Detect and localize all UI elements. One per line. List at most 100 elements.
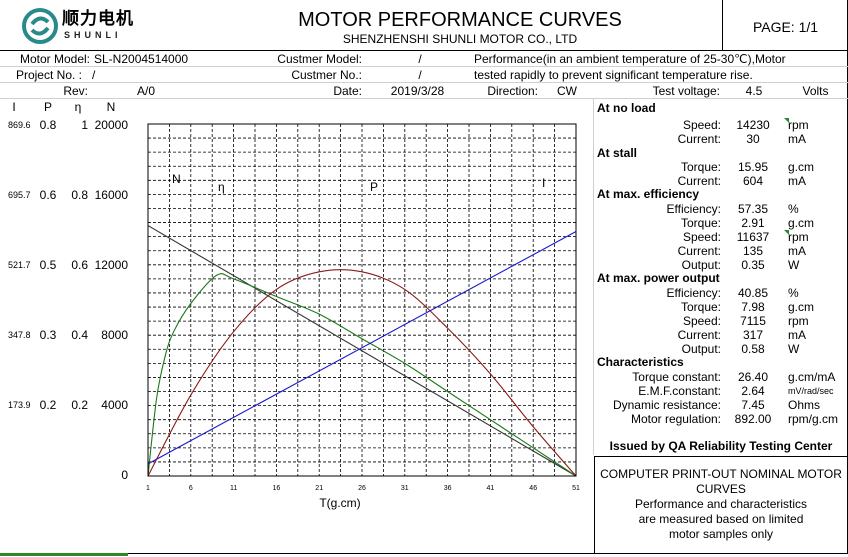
info-row-divider-3	[0, 98, 848, 99]
x-tick-label: 26	[358, 485, 366, 492]
info-row-divider-1	[0, 66, 848, 67]
shunli-logo-icon	[22, 8, 58, 44]
note-box: COMPUTER PRINT-OUT NOMINAL MOTOR CURVES …	[594, 456, 848, 554]
x-tick-label: 51	[572, 485, 580, 492]
max-eff-speed-label: Speed:	[682, 230, 721, 244]
emf-constant-label: E.M.F.constant:	[638, 384, 721, 398]
axis-N-value: 8000	[101, 328, 128, 342]
x-tick-label: 46	[529, 485, 537, 492]
axis-I-value: 869.6	[8, 120, 31, 130]
max-power-current-label: Current:	[677, 328, 721, 342]
direction-label: Direction:	[487, 84, 538, 98]
max-eff-torque-value: 2.91	[741, 216, 765, 230]
x-tick-label: 21	[315, 485, 323, 492]
max-power-output-value: 0.58	[741, 342, 765, 356]
max-eff-output-value: 0.35	[741, 258, 765, 272]
dynamic-resistance-value: 7.45	[741, 398, 765, 412]
volts-unit: Volts	[802, 84, 829, 98]
date-value: 2019/3/28	[390, 84, 445, 98]
max-power-output-unit: W	[788, 342, 800, 356]
max-eff-speed-value: 11637	[736, 230, 770, 244]
axis-header-P: P	[43, 100, 52, 114]
stall-current-unit: mA	[788, 174, 806, 188]
dynamic-resistance-unit: Ohms	[788, 398, 821, 412]
axis-I-value: 173.9	[8, 400, 31, 410]
x-tick-label: 11	[230, 485, 237, 492]
max-power-torque-unit: g.cm	[788, 300, 815, 314]
test-voltage-label: Test voltage:	[652, 84, 720, 98]
cell-comment-marker	[784, 118, 789, 123]
test-voltage-value: 4.5	[745, 84, 763, 98]
logo-en-text: SHUNLI	[64, 30, 122, 40]
axis-I-value: 695.7	[8, 190, 31, 200]
axis-N-value: 16000	[94, 188, 128, 202]
logo-cn-text: 顺力电机	[62, 9, 134, 28]
chart-grid	[148, 124, 576, 476]
cell-comment-marker	[784, 230, 789, 235]
axis-P-value: 0.5	[39, 258, 57, 272]
axis-N-value: 4000	[101, 398, 128, 412]
max-eff-eff-value: 57.35	[737, 202, 769, 216]
max-power-torque-label: Torque:	[680, 300, 721, 314]
max-eff-torque-label: Torque:	[680, 216, 721, 230]
page-box: PAGE: 1/1	[722, 0, 848, 51]
axis-eta-value: 0.4	[71, 328, 88, 342]
max-power-current-value: 317	[742, 328, 764, 342]
rev-value: A/0	[136, 84, 155, 98]
x-tick-label: 1	[146, 485, 150, 492]
max-eff-current-value: 135	[742, 244, 764, 258]
max-power-eff-value: 40.85	[737, 286, 769, 300]
axis-N-value: 20000	[94, 118, 128, 132]
max-eff-eff-unit: %	[788, 202, 799, 216]
axis-eta-value: 0.2	[71, 398, 88, 412]
current-curve	[147, 231, 577, 465]
cell-selection	[0, 553, 128, 556]
page-title: MOTOR PERFORMANCE CURVES	[298, 9, 622, 31]
max-power-eff-label: Efficiency:	[666, 286, 721, 300]
project-label: Project No. :	[15, 68, 82, 82]
stall-torque-value: 15.95	[737, 160, 769, 174]
note-line-4: are measured based on limited	[638, 512, 804, 526]
customer-no-label: Custmer No.:	[291, 68, 362, 82]
note-line-3: Performance and characteristics	[634, 497, 808, 511]
axis-N-value: 12000	[94, 258, 128, 272]
max-eff-output-unit: W	[788, 258, 800, 272]
performance-note-line1: Performance(in an ambient temperature of…	[474, 52, 786, 66]
stall-current-value: 604	[742, 174, 764, 188]
no-load-current-value: 30	[746, 132, 760, 146]
motor-model-value: SL-N2004514000	[94, 52, 189, 66]
max-power-speed-unit: rpm	[788, 314, 809, 328]
max-power-output-label: Output:	[681, 342, 721, 356]
torque-constant-value: 26.40	[737, 370, 769, 384]
characteristics-title: Characteristics	[597, 355, 684, 369]
axis-P-value: 0.8	[39, 118, 57, 132]
axis-eta-value: 0.6	[71, 258, 88, 272]
customer-model-value: /	[418, 52, 422, 66]
axis-header-N: N	[106, 100, 116, 114]
performance-note-line2: tested rapidly to prevent significant te…	[474, 68, 753, 82]
max-eff-current-label: Current:	[677, 244, 721, 258]
curve-label-P: P	[370, 180, 379, 194]
axis-eta-value: 1	[81, 118, 88, 132]
max-power-current-unit: mA	[788, 328, 806, 342]
emf-constant-value: 2.64	[741, 384, 765, 398]
motor-regulation-value: 892.00	[734, 412, 772, 426]
axis-P-value: 0.6	[39, 188, 57, 202]
axis-eta-value: 0.8	[71, 188, 88, 202]
project-value: /	[92, 68, 96, 82]
no-load-speed-value: 14230	[736, 118, 770, 132]
direction-value: CW	[557, 84, 577, 98]
emf-constant-unit: mV/rad/sec	[788, 386, 834, 396]
dynamic-resistance-label: Dynamic resistance:	[612, 398, 721, 412]
logo: 顺力电机 SHUNLI	[22, 8, 152, 44]
max-power-eff-unit: %	[788, 286, 799, 300]
power-curve	[147, 269, 577, 477]
axis-N-value: 0	[121, 468, 128, 482]
max-eff-title: At max. efficiency	[597, 187, 700, 201]
stall-torque-unit: g.cm	[788, 160, 815, 174]
panel-left-rule	[593, 99, 594, 455]
axis-P-value: 0.2	[39, 398, 57, 412]
max-eff-torque-unit: g.cm	[788, 216, 815, 230]
header: 顺力电机 SHUNLI MOTOR PERFORMANCE CURVES SHE…	[0, 0, 848, 51]
note-line-1: COMPUTER PRINT-OUT NOMINAL MOTOR	[600, 467, 842, 481]
